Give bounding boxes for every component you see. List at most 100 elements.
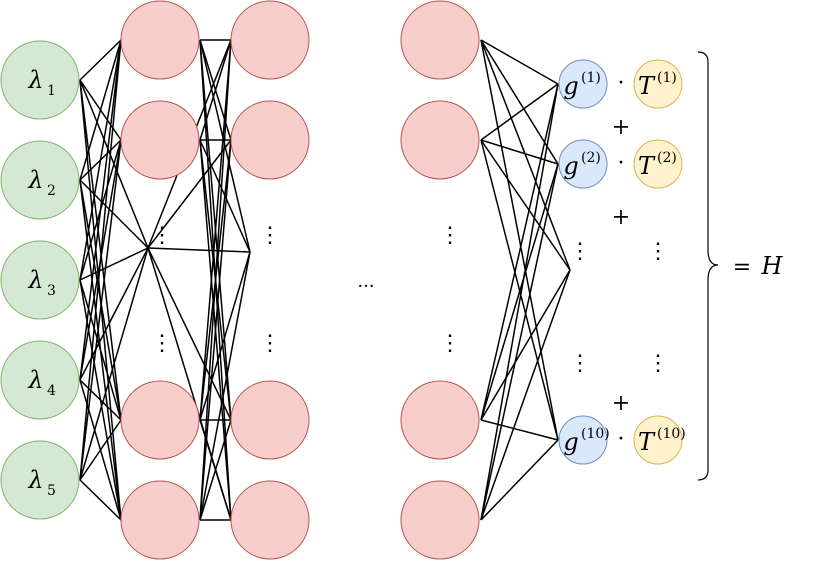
t-node-3 xyxy=(633,415,683,465)
plus-sign: + xyxy=(612,115,630,140)
edge-line xyxy=(199,39,251,253)
hidden-node-l1-2 xyxy=(120,100,200,180)
g-label-base: g xyxy=(563,72,578,100)
input-label-symbol: λ xyxy=(27,66,43,94)
edge-line xyxy=(480,419,559,441)
edge-line xyxy=(147,139,232,249)
input-label-subscript: 4 xyxy=(47,383,56,399)
edge-line xyxy=(79,479,122,521)
edge-line xyxy=(480,269,571,421)
connection-lines xyxy=(79,39,571,521)
hidden-node-l2-4 xyxy=(230,480,310,560)
edge-line xyxy=(79,39,122,381)
hidden-node-l2-3 xyxy=(230,380,310,460)
t-label-base: T xyxy=(638,428,656,456)
g-node-1 xyxy=(558,59,608,109)
input-label-symbol: λ xyxy=(27,166,43,194)
input-node-5 xyxy=(0,440,80,520)
edge-line xyxy=(79,247,149,281)
horizontal-ellipsis: ··· xyxy=(357,276,374,297)
diagram-labels: λ 1λ 2λ 3λ 4λ 5g (1)g (2)g (10)T (1)T (2)T (10)···+… xyxy=(27,51,784,499)
edge-line xyxy=(199,39,232,141)
input-node-4 xyxy=(0,340,80,420)
dot-operator: · xyxy=(618,427,625,452)
edge-line xyxy=(480,163,559,521)
edge-line xyxy=(480,439,559,521)
edge-line xyxy=(79,419,122,481)
g-label-superscript: (2) xyxy=(581,150,601,166)
hidden-node-l3-1 xyxy=(400,0,480,80)
vertical-ellipsis: ⋮ xyxy=(259,223,281,248)
equals-sign: = xyxy=(733,255,751,280)
input-label-symbol: λ xyxy=(27,266,43,294)
input-node-1 xyxy=(0,40,80,120)
edge-line xyxy=(79,39,122,181)
edge-line xyxy=(79,379,122,421)
g-label-superscript: (10) xyxy=(581,426,610,442)
curly-brace xyxy=(697,51,719,481)
t-label-superscript: (2) xyxy=(657,150,677,166)
vertical-ellipsis: ⋮ xyxy=(647,239,669,264)
vertical-ellipsis: ⋮ xyxy=(151,331,173,356)
edge-line xyxy=(199,39,232,521)
result-symbol: H xyxy=(761,252,784,280)
edge-line xyxy=(147,247,232,521)
edge-line xyxy=(79,179,122,421)
vertical-ellipsis: ⋮ xyxy=(439,331,461,356)
t-node-2 xyxy=(633,139,683,189)
edge-line xyxy=(79,39,122,281)
edge-line xyxy=(480,83,559,141)
edge-line xyxy=(199,251,251,521)
hidden-node-l1-1 xyxy=(120,0,200,80)
input-label-subscript: 1 xyxy=(47,83,56,99)
edge-line xyxy=(79,279,122,421)
edge-line xyxy=(480,83,559,421)
hidden-node-l3-4 xyxy=(400,480,480,560)
hidden-node-l2-2 xyxy=(230,100,310,180)
input-node-3 xyxy=(0,240,80,320)
network-nodes xyxy=(0,0,683,560)
vertical-ellipsis: ⋮ xyxy=(151,223,173,248)
vertical-ellipsis: ⋮ xyxy=(259,331,281,356)
edge-line xyxy=(199,39,232,421)
input-node-2 xyxy=(0,140,80,220)
hidden-node-l3-3 xyxy=(400,380,480,460)
edge-line xyxy=(480,163,559,421)
edge-line xyxy=(480,39,559,441)
g-node-3 xyxy=(558,415,608,465)
edge-line xyxy=(147,247,251,253)
edge-line xyxy=(79,139,122,481)
vertical-ellipsis: ⋮ xyxy=(647,351,669,376)
dot-operator: · xyxy=(618,151,625,176)
edge-line xyxy=(480,269,571,521)
t-label-superscript: (10) xyxy=(657,426,686,442)
edge-line xyxy=(199,139,232,521)
edge-line xyxy=(480,39,559,85)
input-label-symbol: λ xyxy=(27,466,43,494)
edge-line xyxy=(79,39,122,481)
g-label-superscript: (1) xyxy=(581,70,601,86)
edge-line xyxy=(480,139,571,271)
edge-line xyxy=(147,247,232,421)
hidden-node-l1-4 xyxy=(120,480,200,560)
plus-sign: + xyxy=(612,391,630,416)
edge-line xyxy=(480,39,571,271)
edge-line xyxy=(480,83,559,521)
vertical-ellipsis: ⋮ xyxy=(569,239,591,264)
input-label-subscript: 5 xyxy=(47,483,56,499)
input-label-subscript: 2 xyxy=(47,183,56,199)
input-label-symbol: λ xyxy=(27,366,43,394)
t-label-base: T xyxy=(638,72,656,100)
t-label-base: T xyxy=(638,152,656,180)
hidden-node-l1-3 xyxy=(120,380,200,460)
hidden-node-l2-1 xyxy=(230,0,310,80)
hidden-node-l3-2 xyxy=(400,100,480,180)
dot-operator: · xyxy=(618,71,625,96)
vertical-ellipsis: ⋮ xyxy=(569,351,591,376)
g-label-base: g xyxy=(563,152,578,180)
g-node-2 xyxy=(558,139,608,189)
plus-sign: + xyxy=(612,205,630,230)
input-label-subscript: 3 xyxy=(47,283,56,299)
edge-line xyxy=(79,39,122,81)
edge-line xyxy=(79,247,149,481)
